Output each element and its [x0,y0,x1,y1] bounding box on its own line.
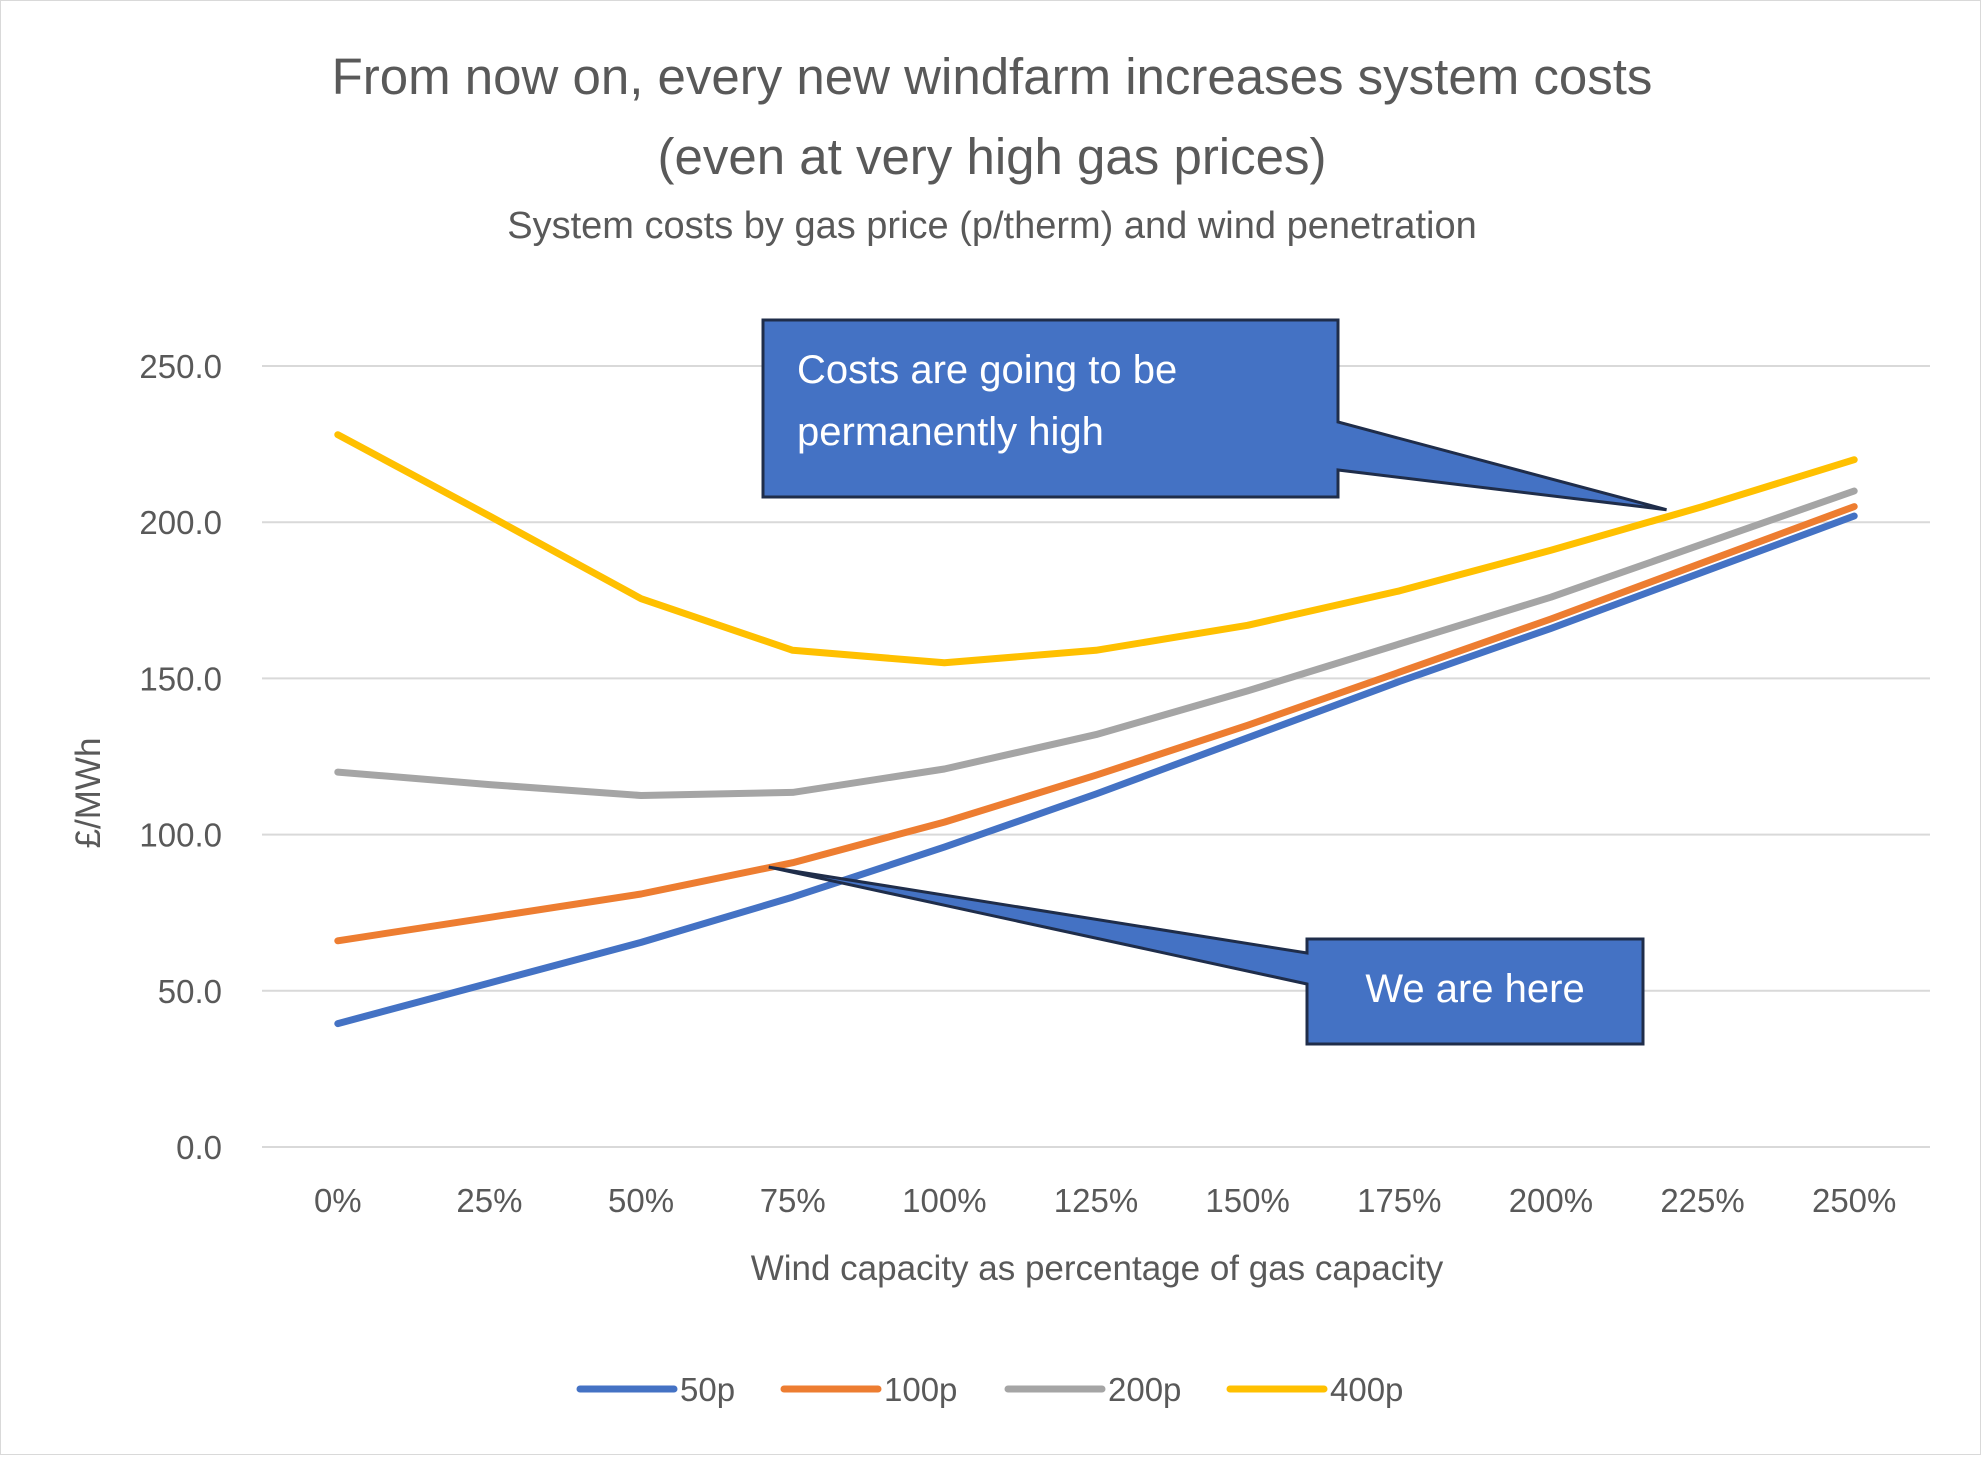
callout-here-text: We are here [1365,967,1584,1011]
chart-title-line2: (even at very high gas prices) [658,128,1327,185]
y-tick-label: 100.0 [139,817,222,854]
x-tick-label: 150% [1205,1182,1289,1219]
chart-subtitle: System costs by gas price (p/therm) and … [507,205,1476,247]
x-tick-label: 0% [314,1182,362,1219]
y-tick-label: 250.0 [139,348,222,385]
y-tick-label: 0.0 [176,1129,222,1166]
x-tick-label: 100% [902,1182,986,1219]
legend-label-400p: 400p [1330,1371,1403,1408]
y-tick-label: 150.0 [139,660,222,697]
series-lines [334,431,1858,1028]
y-tick-label: 200.0 [139,504,222,541]
legend: 50p 100p 200p 400p [576,1371,1403,1408]
x-tick-label: 125% [1054,1182,1138,1219]
legend-label-100p: 100p [884,1371,957,1408]
series-line-200p [334,487,1858,799]
y-tick-label: 50.0 [158,973,222,1010]
x-tick-label: 75% [760,1182,826,1219]
x-tick-label: 250% [1812,1182,1896,1219]
x-tick-labels: 0% 25% 50% 75% 100% 125% 150% 175% 200% 225% 250% [314,1182,1896,1219]
callout-high-line2: permanently high [797,410,1104,454]
x-tick-label: 200% [1509,1182,1593,1219]
series-line-50p [334,512,1858,1028]
x-tick-label: 225% [1660,1182,1744,1219]
x-tick-label: 50% [608,1182,674,1219]
series-line-400p [334,431,1858,667]
x-axis-label: Wind capacity as percentage of gas capac… [751,1249,1444,1288]
series-line-100p [334,503,1858,945]
callout-here-box [768,865,1645,1046]
callout-high-line1: Costs are going to be [797,348,1177,392]
x-tick-label: 25% [456,1182,522,1219]
x-tick-label: 175% [1357,1182,1441,1219]
callout-high-box [761,318,1667,512]
legend-label-50p: 50p [680,1371,735,1408]
y-tick-labels: 0.0 50.0 100.0 150.0 200.0 250.0 [139,348,222,1166]
chart-title-line1: From now on, every new windfarm increase… [332,48,1653,105]
callouts: Costs are going to be permanently high We … [761,318,1667,1046]
legend-label-200p: 200p [1108,1371,1181,1408]
y-axis-label: £/MWh [69,738,108,849]
